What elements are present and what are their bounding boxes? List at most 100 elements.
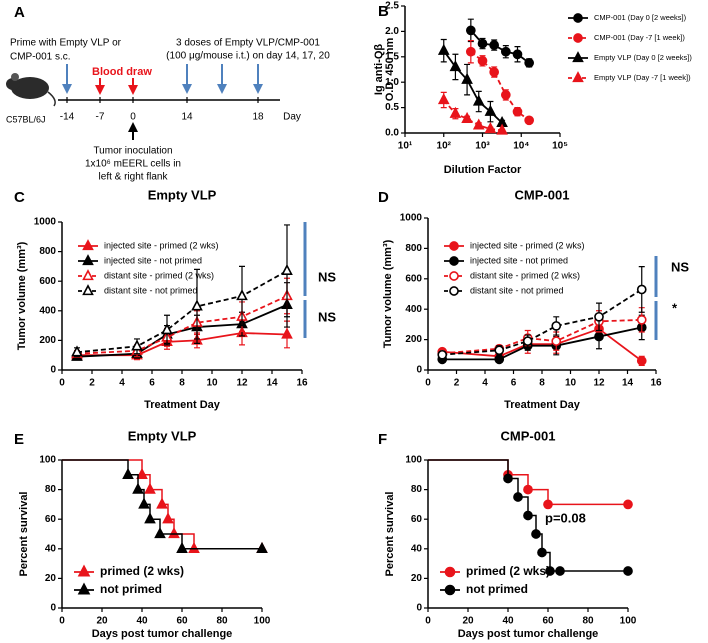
marker xyxy=(472,118,485,130)
marker xyxy=(484,122,497,134)
marker xyxy=(437,43,450,55)
legend-marker xyxy=(82,254,94,266)
y-tick-label: 1.5 xyxy=(385,51,399,62)
marker xyxy=(523,510,533,521)
marker xyxy=(188,541,200,553)
x-tick-label: 10⁵ xyxy=(552,141,568,152)
y-tick-label: 1.0 xyxy=(385,77,399,88)
x-axis-label: Dilution Factor xyxy=(444,164,522,176)
legend-label: injected site - not primed xyxy=(104,255,202,265)
y-tick-label: 600 xyxy=(39,276,56,287)
marker xyxy=(623,566,633,576)
marker xyxy=(122,467,134,479)
marker xyxy=(461,111,473,123)
y-tick-label: 0 xyxy=(416,365,422,376)
timeline-label: 0 xyxy=(130,112,136,123)
marker xyxy=(236,289,248,301)
x-tick-label: 2 xyxy=(454,378,460,389)
timeline-label: 18 xyxy=(252,112,264,123)
legend-label: Empty VLP (Day 0 [2 weeks]) xyxy=(594,53,692,62)
legend-label: CMP-001 (Day -7 [1 week]) xyxy=(594,33,685,42)
x-tick-label: 40 xyxy=(136,616,148,627)
marker xyxy=(545,566,555,576)
inoculation-text: Tumor inoculation xyxy=(93,146,172,157)
chart-title: Empty VLP xyxy=(128,428,197,443)
timeline-label: 14 xyxy=(181,112,193,123)
series-line xyxy=(442,288,643,356)
legend-label: distant site - primed (2 wks) xyxy=(470,270,580,280)
x-tick-label: 12 xyxy=(236,378,248,389)
marker xyxy=(484,104,497,116)
legend-label: primed (2 wks) xyxy=(100,564,184,578)
x-tick-label: 8 xyxy=(179,378,185,389)
marker xyxy=(191,299,203,311)
marker xyxy=(132,482,144,494)
x-tick-label: 8 xyxy=(539,378,545,389)
marker xyxy=(503,473,513,484)
chart-panel: E Empty VLP 0 20 40 60 80 100 0 20 40 60 80 100 Days p… xyxy=(14,428,271,639)
blood-draw-label: Blood draw xyxy=(92,66,152,78)
x-tick-label: 14 xyxy=(266,378,278,389)
timeline-label: -14 xyxy=(60,112,75,123)
marker xyxy=(512,106,523,117)
x-axis-label: Treatment Day xyxy=(504,399,581,411)
x-tick-label: 10⁴ xyxy=(513,141,529,152)
annotation: p=0.08 xyxy=(545,510,586,525)
y-tick-label: 400 xyxy=(39,305,56,316)
x-tick-label: 20 xyxy=(462,616,474,627)
prime-text: Prime with Empty VLP or xyxy=(10,38,122,49)
marker xyxy=(472,94,485,106)
legend-marker xyxy=(449,271,459,281)
marker xyxy=(449,60,462,72)
x-tick-label: 2 xyxy=(89,378,95,389)
x-tick-label: 12 xyxy=(593,378,605,389)
marker xyxy=(524,58,535,68)
y-tick-label: 1000 xyxy=(34,217,57,228)
x-tick-label: 0 xyxy=(59,378,65,389)
annotation: * xyxy=(672,300,678,315)
marker xyxy=(176,541,188,553)
legend-marker xyxy=(449,241,459,251)
y-tick-label: 60 xyxy=(411,514,423,525)
series-line xyxy=(76,270,288,354)
legend-marker xyxy=(572,51,584,63)
y-axis-label: Percent survival xyxy=(18,492,30,577)
marker xyxy=(449,106,462,118)
legend-label: distant site - not primed xyxy=(470,285,564,295)
legend-marker xyxy=(77,582,91,595)
marker xyxy=(162,512,174,524)
x-tick-label: 4 xyxy=(119,378,125,389)
marker xyxy=(144,512,156,524)
legend-label: injected site - primed (2 wks) xyxy=(470,240,585,250)
legend-marker xyxy=(449,256,459,266)
y-axis-label: O.D. 450 nm xyxy=(384,37,396,101)
chart-title: CMP-001 xyxy=(515,187,570,202)
y-axis-label: Ig anti-Qβ xyxy=(373,44,385,96)
legend-label: injected site - not primed xyxy=(470,255,568,265)
panel-a: A Prime with Empty VLP or CMP-001 s.c. B… xyxy=(6,4,330,183)
x-tick-label: 60 xyxy=(176,616,188,627)
y-tick-label: 0 xyxy=(416,603,422,614)
x-tick-label: 10 xyxy=(206,378,218,389)
marker xyxy=(461,72,473,84)
marker xyxy=(281,263,293,276)
annotation: NS xyxy=(318,269,336,284)
y-tick-label: 200 xyxy=(405,334,422,345)
y-tick-label: 0.0 xyxy=(385,128,399,139)
x-tick-label: 100 xyxy=(620,616,637,627)
panel-letter: D xyxy=(378,189,389,206)
x-tick-label: 10 xyxy=(565,378,577,389)
legend-marker xyxy=(77,564,91,577)
marker xyxy=(555,566,565,576)
doses-text: (100 μg/mouse i.t.) on day 14, 17, 20 xyxy=(166,51,330,62)
x-tick-label: 16 xyxy=(650,378,662,389)
annotation: NS xyxy=(671,259,689,274)
inoculation-text: left & right flank xyxy=(99,172,169,183)
y-axis-label: Tumor volume (mm³) xyxy=(16,241,28,350)
y-tick-label: 1000 xyxy=(400,213,423,224)
y-axis-label: Tumor volume (mm³) xyxy=(382,239,394,348)
marker xyxy=(636,284,647,295)
arrows xyxy=(62,64,263,140)
legend-marker xyxy=(82,269,94,281)
